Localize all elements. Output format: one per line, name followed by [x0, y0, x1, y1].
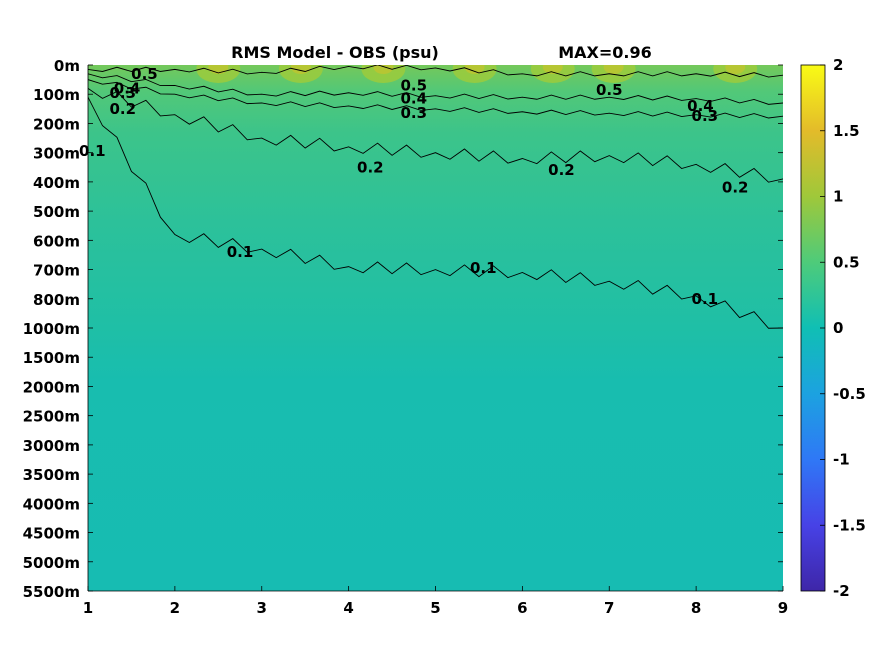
- hotspot-core: [725, 65, 746, 74]
- x-tick-label: 8: [691, 599, 701, 617]
- contour-line-0.1: [88, 96, 783, 329]
- y-tick-label: 1500m: [23, 349, 80, 367]
- hotspot-core: [464, 65, 485, 74]
- colorbar-tick-label: 0: [833, 319, 843, 337]
- y-tick-label: 1000m: [23, 320, 80, 338]
- contour-label: 0.5: [131, 65, 158, 83]
- surface-hotspots: [196, 65, 758, 83]
- colorbar-tick-label: 1.5: [833, 122, 860, 140]
- colorbar: 2 1.5 1 0.5 0 -0.5 -1 -1.5 -2: [800, 56, 866, 600]
- x-tick-label: 9: [778, 599, 788, 617]
- y-tick-label: 2000m: [23, 378, 80, 396]
- hotspot-core: [603, 65, 624, 74]
- contour-label: 0.3: [692, 107, 719, 125]
- x-tick-label: 2: [170, 599, 180, 617]
- contour-label: 0.2: [548, 161, 575, 179]
- y-tick-label: 3500m: [23, 466, 80, 484]
- y-tick-label: 500m: [33, 203, 80, 221]
- colorbar-tick-label: 1: [833, 188, 843, 206]
- y-tick-label: 800m: [33, 291, 80, 309]
- x-tick-label: 5: [430, 599, 440, 617]
- max-label: MAX=0.96: [558, 43, 652, 62]
- y-tick-label: 200m: [33, 115, 80, 133]
- hotspot-core: [208, 65, 229, 74]
- contour-label: 0.2: [357, 158, 384, 176]
- contour-lines: [88, 65, 783, 329]
- plot-area: 0.50.5 0.50.40.4 0.40.30.3 0.30.20.2 0.20.20…: [79, 65, 783, 591]
- contour-label: 0.4: [687, 97, 714, 115]
- contour-label: 0.5: [596, 81, 623, 99]
- y-tick-label: 5000m: [23, 554, 80, 572]
- y-tick-label: 700m: [33, 262, 80, 280]
- colorbar-tick-label: 0.5: [833, 253, 860, 271]
- y-tick-label: 400m: [33, 174, 80, 192]
- contour-label: 0.1: [79, 142, 106, 160]
- colorbar-tick-label: -0.5: [833, 385, 866, 403]
- contour-label: 0.1: [227, 243, 254, 261]
- x-axis: 1 2 3 4 5 6 7 8 9: [83, 586, 788, 617]
- colorbar-ticks: 2 1.5 1 0.5 0 -0.5 -1 -1.5 -2: [820, 56, 866, 600]
- contour-label: 0.2: [109, 100, 136, 118]
- y-tick-label: 2500m: [23, 408, 80, 426]
- colorbar-tick-label: -1.5: [833, 516, 866, 534]
- x-tick-label: 1: [83, 599, 93, 617]
- x-tick-label: 3: [257, 599, 267, 617]
- chart-title: RMS Model - OBS (psu): [231, 43, 439, 62]
- y-axis: 0m 100m 200m 300m 400m 500m 600m 700m 800m 1000m 1…: [23, 57, 783, 601]
- y-tick-label: 5500m: [23, 583, 80, 601]
- contour-label: 0.5: [400, 76, 427, 94]
- heatmap-field: [88, 65, 783, 591]
- colorbar-tick-label: -2: [833, 582, 850, 600]
- hotspot-core: [373, 65, 394, 74]
- contour-line-0.5: [88, 65, 783, 78]
- contour-label: 0.1: [692, 290, 719, 308]
- contour-labels: 0.50.5 0.50.40.4 0.40.30.3 0.30.20.2 0.20.20…: [79, 65, 748, 308]
- y-tick-label: 100m: [33, 86, 80, 104]
- contour-line-0.4: [88, 73, 783, 105]
- y-tick-label: 3000m: [23, 437, 80, 455]
- contour-label: 0.1: [470, 259, 497, 277]
- contour-label: 0.3: [109, 84, 136, 102]
- colorbar-tick-label: -1: [833, 451, 850, 469]
- contour-label: 0.3: [400, 104, 427, 122]
- x-tick-label: 6: [517, 599, 527, 617]
- hotspot-core: [542, 65, 563, 74]
- x-tick-label: 7: [604, 599, 614, 617]
- y-tick-label: 4500m: [23, 525, 80, 543]
- contour-label: 0.4: [114, 79, 141, 97]
- colorbar-tick-label: 2: [833, 56, 843, 74]
- contour-line-0.2: [88, 88, 783, 183]
- y-tick-label: 300m: [33, 145, 80, 163]
- y-tick-label: 0m: [54, 57, 80, 75]
- x-tick-label: 4: [343, 599, 353, 617]
- hotspot-core: [290, 65, 311, 74]
- contour-label: 0.4: [400, 90, 427, 108]
- y-tick-label: 600m: [33, 232, 80, 250]
- contour-label: 0.2: [722, 179, 749, 197]
- contour-line-0.3: [88, 79, 783, 119]
- y-tick-label: 4000m: [23, 495, 80, 513]
